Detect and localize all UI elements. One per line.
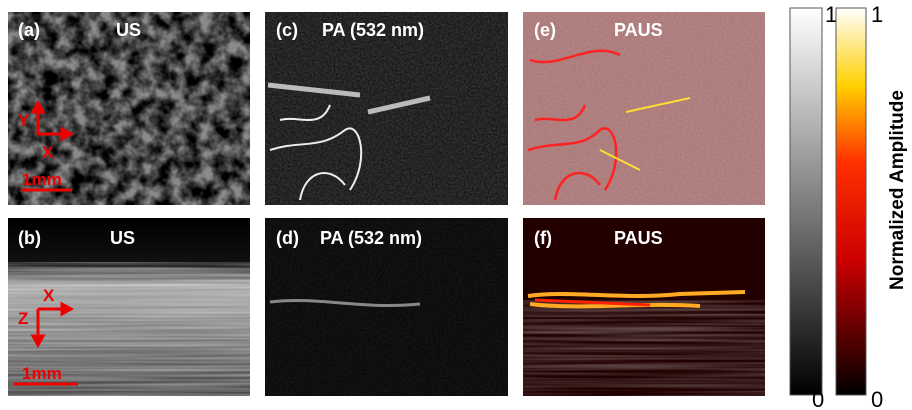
colorbar-max: 1 (825, 2, 837, 27)
colorbar-hot: 1 0 (836, 2, 883, 410)
streaks (523, 300, 765, 396)
panel-a: (a) US Y X 1mm (8, 12, 250, 205)
colorbar (790, 8, 822, 395)
panel-label: (e) (534, 20, 556, 40)
panel-e: (e) PAUS (523, 12, 765, 205)
colorbar (836, 8, 866, 395)
colorbar-max: 1 (871, 2, 883, 27)
figure: (a) US Y X 1mm (c) PA (532 nm) (e) PAUS (0, 0, 912, 410)
axis-label: X (42, 143, 54, 162)
panel-title: US (110, 228, 135, 248)
panel-label: (a) (18, 20, 40, 40)
panel-label: (f) (534, 228, 552, 248)
panel-f: (f) PAUS (523, 218, 765, 396)
colorbar-min: 0 (812, 387, 824, 410)
panel-title: PAUS (614, 228, 663, 248)
scale-label: 1mm (22, 364, 62, 383)
panel-label: (b) (18, 228, 41, 248)
panel-c: (c) PA (532 nm) (265, 12, 508, 205)
panel-d: (d) PA (532 nm) (265, 218, 508, 396)
colorbar-min: 0 (871, 387, 883, 410)
colorbar-label: Normalized Amplitude (887, 90, 908, 290)
panel-title: US (116, 20, 141, 40)
scale-label: 1mm (22, 170, 62, 189)
panel-title: PA (532 nm) (322, 20, 424, 40)
axis-label: Z (18, 309, 28, 328)
axis-label: X (43, 286, 55, 305)
panel-title: PA (532 nm) (320, 228, 422, 248)
panel-label: (d) (276, 228, 299, 248)
panel-b: (b) US X Z 1mm (8, 218, 250, 396)
panel-title: PAUS (614, 20, 663, 40)
colorbar-gray: 1 0 (790, 2, 837, 410)
panel-label: (c) (276, 20, 298, 40)
axis-label: Y (18, 111, 30, 130)
